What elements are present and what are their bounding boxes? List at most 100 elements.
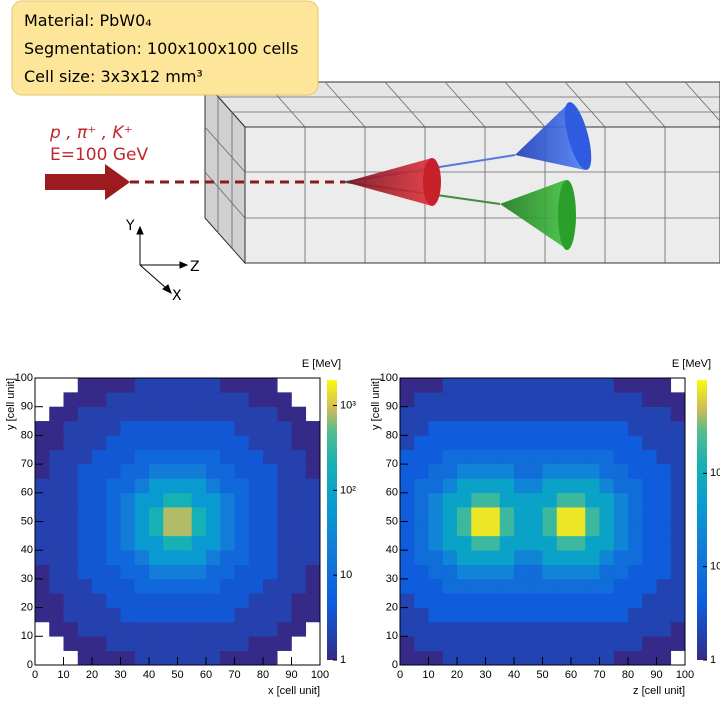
heat-cell (499, 492, 515, 508)
heat-cell (92, 521, 107, 537)
heat-cell (656, 435, 672, 451)
heat-cell (263, 607, 278, 623)
heat-cell (471, 564, 486, 580)
heat-cell (628, 607, 643, 623)
heat-cell (220, 449, 235, 465)
heat-cell (63, 406, 79, 422)
heat-cell (514, 535, 529, 551)
heat-cell (414, 478, 429, 494)
heat-cell (628, 550, 643, 565)
heat-cell (414, 492, 429, 508)
heat-cell (206, 521, 221, 537)
heat-cell (457, 535, 472, 551)
heat-cell (528, 392, 543, 407)
heat-cell (106, 650, 121, 666)
x-tick-label: 50 (171, 669, 183, 681)
heat-cell (191, 564, 207, 580)
heat-cell (134, 607, 150, 623)
heat-cell (92, 607, 107, 623)
heat-cell (471, 478, 486, 494)
heat-cell (234, 607, 250, 623)
info-box: Material: PbW0₄ Segmentation: 100x100x10… (11, 0, 319, 96)
heat-cell (400, 593, 415, 608)
heat-cell (571, 492, 586, 508)
heat-cell (457, 392, 472, 407)
heat-cell (191, 492, 207, 508)
heat-cell (263, 392, 278, 407)
heat-cell (277, 507, 292, 522)
x-tick-label: 30 (114, 669, 126, 681)
heat-cell (528, 406, 543, 422)
heat-cell (656, 607, 672, 623)
heat-cell (177, 378, 193, 393)
heat-cell (628, 650, 643, 666)
heat-cell (485, 564, 501, 580)
heat-cell (628, 564, 643, 580)
x-tick-label: 90 (285, 669, 297, 681)
heat-cell (499, 421, 515, 436)
heat-cell (35, 521, 50, 537)
heat-cell (656, 406, 672, 422)
heat-cell (670, 449, 686, 465)
colorbar-tick-label: 10² (710, 467, 720, 479)
heat-cell (177, 535, 193, 551)
heat-cell (428, 593, 444, 608)
heat-cell (471, 378, 486, 393)
heat-cell (149, 406, 164, 422)
heat-cell (528, 578, 543, 594)
heat-cell (613, 650, 629, 666)
heat-cell (191, 435, 207, 451)
heat-cell (134, 535, 150, 551)
heat-cell (670, 464, 686, 479)
heat-cell (220, 621, 235, 637)
heat-cell (499, 535, 515, 551)
heat-cell (528, 636, 543, 651)
heat-cell (585, 406, 600, 422)
heat-cell (571, 636, 586, 651)
heat-cell (556, 636, 572, 651)
heat-cell (442, 507, 458, 522)
heat-cell (499, 521, 515, 537)
heat-cell (457, 621, 472, 637)
heat-cell (77, 478, 93, 494)
heat-cell (442, 650, 458, 666)
heat-cell (428, 492, 444, 508)
heat-cell (163, 464, 178, 479)
heat-cell (599, 406, 615, 422)
heat-cell (642, 607, 657, 623)
heat-cell (428, 392, 444, 407)
heat-cell (457, 607, 472, 623)
heat-cell (642, 636, 657, 651)
heat-cell (613, 435, 629, 451)
heat-cell (471, 406, 486, 422)
heat-cell (556, 650, 572, 666)
heat-cell (177, 607, 193, 623)
heat-cell (656, 449, 672, 465)
heat-cell (149, 507, 164, 522)
x-tick-label: 30 (479, 669, 491, 681)
heat-cell (248, 421, 264, 436)
heat-cell (220, 507, 235, 522)
heat-cell (571, 607, 586, 623)
heat-cell (234, 636, 250, 651)
heat-cell (149, 578, 164, 594)
heat-cell (585, 435, 600, 451)
heat-cell (628, 621, 643, 637)
heat-cell (485, 550, 501, 565)
colorbar-tick-label: 10 (710, 561, 720, 573)
heat-cell (514, 464, 529, 479)
heat-cell (177, 492, 193, 508)
heat-cell (277, 406, 292, 422)
heat-cell (457, 421, 472, 436)
heat-cell (134, 421, 150, 436)
heat-cell (414, 578, 429, 594)
heat-cell (414, 621, 429, 637)
heat-cell (77, 578, 93, 594)
heat-cell (277, 421, 292, 436)
heat-cell (499, 464, 515, 479)
heatmap-panel: 0 10 20 30 40 50 60 70 80 90 100 0 10 20 30 40 50 60 70 80 9… (370, 358, 720, 697)
y-tick-label: 80 (386, 429, 398, 441)
heat-cell (585, 636, 600, 651)
heat-cell (414, 564, 429, 580)
heat-cell (514, 578, 529, 594)
